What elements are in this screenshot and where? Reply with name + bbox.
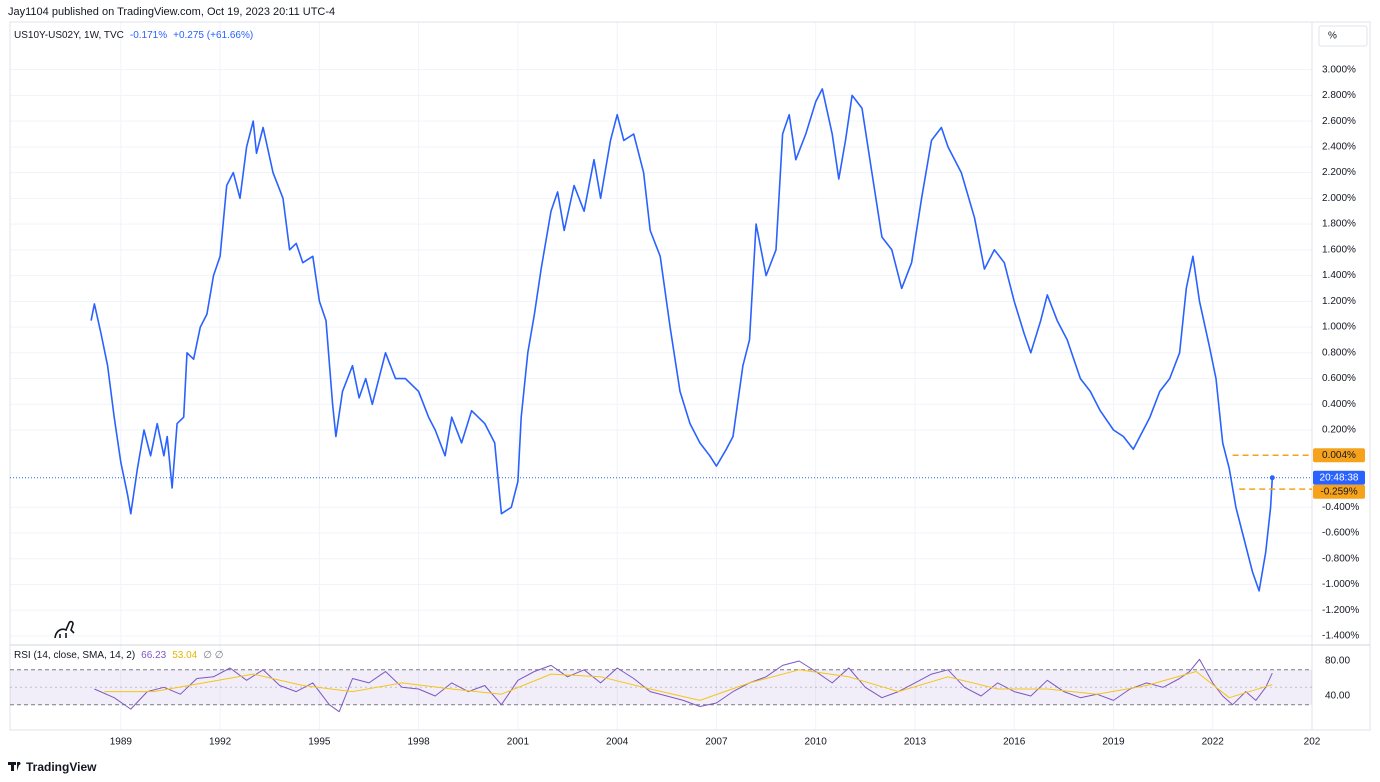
x-tick-label: 2013 — [904, 737, 927, 748]
price-badge-label: 0.004% — [1322, 450, 1356, 461]
x-tick-label: 2001 — [507, 737, 530, 748]
x-tick-label: 202 — [1304, 737, 1321, 748]
grid — [10, 22, 1313, 730]
rsi-title: RSI (14, close, SMA, 14, 2) — [14, 650, 136, 661]
publisher: Jay1104 published on TradingView.com, Oc… — [8, 6, 336, 18]
y-tick-label: 0.400% — [1322, 399, 1356, 410]
y-tick-label: 0.200% — [1322, 425, 1356, 436]
y-tick-label: 1.200% — [1322, 296, 1356, 307]
unit-label: % — [1328, 31, 1337, 42]
x-tick-label: 1995 — [308, 737, 331, 748]
rsi-tick-label: 80.00 — [1325, 656, 1350, 667]
rsi-band — [10, 669, 1312, 705]
tv-logo — [8, 762, 21, 771]
rsi-extra: ∅ ∅ — [203, 650, 224, 661]
y-tick-label: 0.600% — [1322, 373, 1356, 384]
last-point — [1269, 475, 1275, 481]
price-badge-label: -0.259% — [1320, 486, 1357, 497]
price-badge — [1313, 448, 1365, 463]
rsi-tick-label: 40.00 — [1325, 691, 1350, 702]
countdown: 20:48:38 — [1320, 472, 1359, 483]
x-tick-label: 1992 — [209, 737, 232, 748]
x-tick-label: 2016 — [1003, 737, 1026, 748]
y-tick-label: -1.000% — [1322, 579, 1359, 590]
dino-icon — [54, 620, 75, 639]
rsi-value: 66.23 — [141, 650, 167, 661]
y-tick-label: -1.200% — [1322, 605, 1359, 616]
footer: TradingView — [26, 760, 97, 774]
x-tick-label: 2010 — [805, 737, 828, 748]
countdown-badge — [1313, 470, 1365, 485]
y-tick-label: 1.600% — [1322, 244, 1356, 255]
x-tick-label: 2022 — [1202, 737, 1225, 748]
y-tick-label: -0.800% — [1322, 553, 1359, 564]
y-tick-label: 2.800% — [1322, 90, 1356, 101]
y-tick-label: -0.400% — [1322, 502, 1359, 513]
price-badge — [1313, 484, 1365, 499]
y-tick-label: 2.200% — [1322, 167, 1356, 178]
rsi-line — [94, 658, 1273, 713]
frame — [9, 21, 1371, 731]
y-tick-label: 1.000% — [1322, 322, 1356, 333]
symbol: US10Y-US02Y, 1W, TVC — [14, 30, 124, 41]
y-tick-label: 3.000% — [1322, 64, 1356, 75]
last-value: -0.171% — [129, 30, 168, 41]
y-tick-label: 2.000% — [1322, 193, 1356, 204]
x-tick-label: 2007 — [705, 737, 728, 748]
x-tick-label: 1998 — [408, 737, 431, 748]
unit-button[interactable] — [1318, 25, 1368, 47]
rsi-legend: RSI (14, close, SMA, 14, 2) 66.23 53.04 ∅ ∅ — [14, 650, 229, 661]
y-tick-label: 2.400% — [1322, 141, 1356, 152]
x-tick-label: 1989 — [110, 737, 133, 748]
rsi-line — [104, 669, 1273, 701]
y-tick-label: 2.600% — [1322, 116, 1356, 127]
x-tick-label: 2019 — [1102, 737, 1125, 748]
y-tick-label: -1.400% — [1322, 631, 1359, 642]
price-line — [90, 88, 1274, 592]
y-tick-label: 1.800% — [1322, 219, 1356, 230]
symbol-legend: US10Y-US02Y, 1W, TVC -0.171% +0.275 (+61.6… — [14, 30, 259, 41]
change: +0.275 (+61.66%) — [173, 30, 254, 41]
y-tick-label: 1.400% — [1322, 270, 1356, 281]
sma-value: 53.04 — [172, 650, 198, 661]
x-tick-label: 2004 — [606, 737, 629, 748]
y-tick-label: -0.600% — [1322, 528, 1359, 539]
y-tick-label: 0.800% — [1322, 347, 1356, 358]
